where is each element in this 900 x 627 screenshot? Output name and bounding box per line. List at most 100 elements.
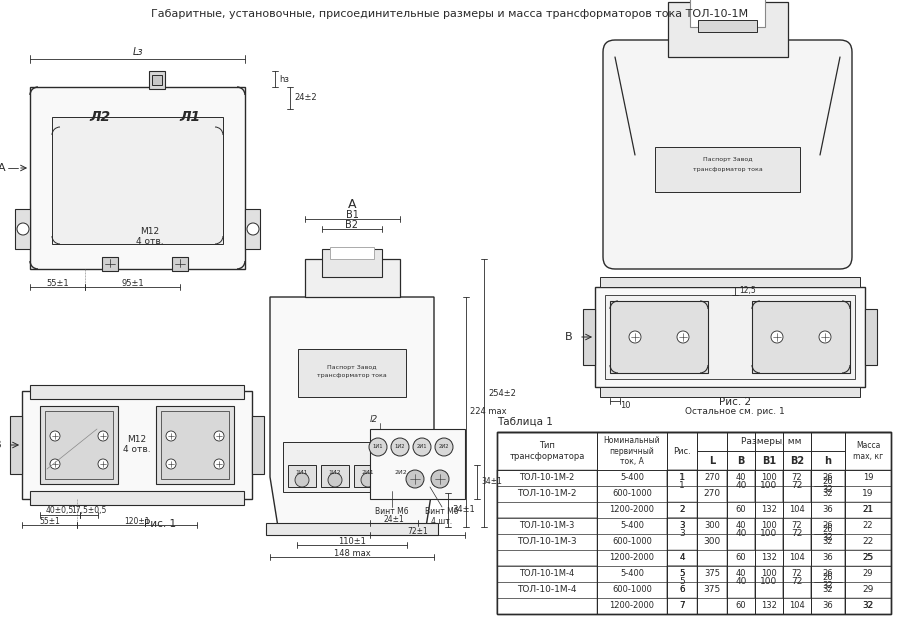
Text: 100: 100	[760, 577, 778, 586]
Text: 34±1: 34±1	[481, 478, 502, 487]
Text: 4: 4	[680, 554, 685, 562]
Bar	[370, 429, 465, 499]
Text: 21: 21	[863, 505, 873, 515]
Text: 17,5±0,5: 17,5±0,5	[71, 507, 107, 515]
Text: 32: 32	[862, 601, 874, 611]
Bar	[45, 411, 113, 479]
Circle shape	[50, 459, 60, 469]
Text: ТОЛ-10-1М-4: ТОЛ-10-1М-4	[519, 569, 574, 579]
Text: 375: 375	[704, 569, 720, 579]
Text: Размеры, мм: Размеры, мм	[741, 437, 801, 446]
Text: 29: 29	[862, 586, 874, 594]
Text: 60: 60	[735, 601, 746, 611]
Text: 4 отв.: 4 отв.	[123, 446, 151, 455]
Bar	[102, 257, 118, 271]
Text: 34±1: 34±1	[452, 505, 475, 515]
Circle shape	[406, 470, 424, 488]
Text: 72±1: 72±1	[407, 527, 428, 535]
Circle shape	[50, 431, 60, 441]
Text: Л2: Л2	[89, 110, 111, 124]
Circle shape	[214, 459, 224, 469]
Text: 1: 1	[680, 473, 685, 483]
Text: 72: 72	[791, 482, 803, 490]
Bar	[583, 309, 595, 365]
Bar	[845, 502, 891, 518]
Bar	[667, 518, 697, 550]
Bar	[387, 465, 415, 487]
Bar	[497, 566, 597, 614]
Circle shape	[98, 431, 108, 441]
FancyBboxPatch shape	[603, 40, 852, 269]
Bar	[845, 470, 891, 518]
Bar	[497, 470, 597, 518]
Text: 1: 1	[680, 482, 685, 490]
Text: Масса
max, кг: Масса max, кг	[853, 441, 883, 461]
Text: 36: 36	[823, 601, 833, 611]
Bar	[697, 566, 727, 614]
Text: 32: 32	[823, 534, 833, 542]
Circle shape	[677, 331, 689, 343]
Bar	[755, 518, 783, 550]
Text: 36: 36	[823, 554, 833, 562]
Text: 5-400: 5-400	[620, 522, 644, 530]
Text: 5: 5	[680, 577, 685, 586]
Circle shape	[431, 470, 449, 488]
Text: 100: 100	[761, 522, 777, 530]
Text: 100: 100	[760, 482, 778, 490]
Text: А: А	[347, 199, 356, 211]
Text: l2: l2	[370, 416, 378, 424]
Bar	[30, 491, 244, 505]
Text: B: B	[0, 440, 2, 450]
Text: 7: 7	[680, 601, 685, 611]
Bar	[783, 566, 811, 598]
Circle shape	[391, 438, 409, 456]
Text: трансформатор тока: трансформатор тока	[693, 167, 762, 172]
Text: B: B	[565, 332, 572, 342]
Text: 32: 32	[863, 601, 873, 611]
Text: 270: 270	[704, 490, 721, 498]
Bar	[252, 416, 264, 474]
Bar	[600, 277, 860, 287]
Text: 22: 22	[863, 522, 873, 530]
Text: 5-400: 5-400	[620, 473, 644, 483]
Text: 40: 40	[735, 529, 747, 539]
Text: 32: 32	[823, 490, 833, 498]
Bar	[30, 385, 244, 399]
Bar	[152, 75, 162, 85]
Bar	[610, 301, 708, 373]
Text: 72: 72	[792, 473, 802, 483]
Bar	[10, 416, 22, 474]
Text: 32: 32	[823, 581, 833, 591]
Bar	[30, 87, 245, 269]
Text: 40: 40	[735, 577, 747, 586]
Bar	[698, 20, 757, 32]
Text: 24±2: 24±2	[294, 93, 317, 102]
Bar	[304, 259, 400, 297]
Text: 100: 100	[761, 473, 777, 483]
Text: 2: 2	[680, 505, 685, 515]
Circle shape	[295, 473, 309, 487]
Text: L: L	[709, 455, 716, 465]
Text: 2: 2	[680, 505, 685, 515]
Bar	[667, 518, 697, 534]
Text: 6: 6	[680, 586, 685, 594]
Bar	[667, 470, 697, 486]
Bar	[752, 301, 850, 373]
Text: 25: 25	[862, 554, 874, 562]
Bar	[266, 523, 438, 535]
Bar	[668, 2, 788, 57]
Text: Паспорт Завод: Паспорт Завод	[328, 364, 377, 369]
Text: 24±1: 24±1	[383, 515, 404, 524]
Bar	[161, 411, 229, 479]
Text: 2И2: 2И2	[438, 445, 449, 450]
Text: 104: 104	[789, 505, 805, 515]
Text: ТОЛ-10-1М-4: ТОЛ-10-1М-4	[518, 586, 577, 594]
Circle shape	[328, 473, 342, 487]
Text: 104: 104	[789, 601, 805, 611]
Bar	[697, 470, 727, 518]
Bar	[354, 465, 382, 487]
Circle shape	[98, 459, 108, 469]
Text: 104: 104	[789, 554, 805, 562]
Bar	[667, 502, 697, 518]
Text: 1200-2000: 1200-2000	[609, 554, 654, 562]
